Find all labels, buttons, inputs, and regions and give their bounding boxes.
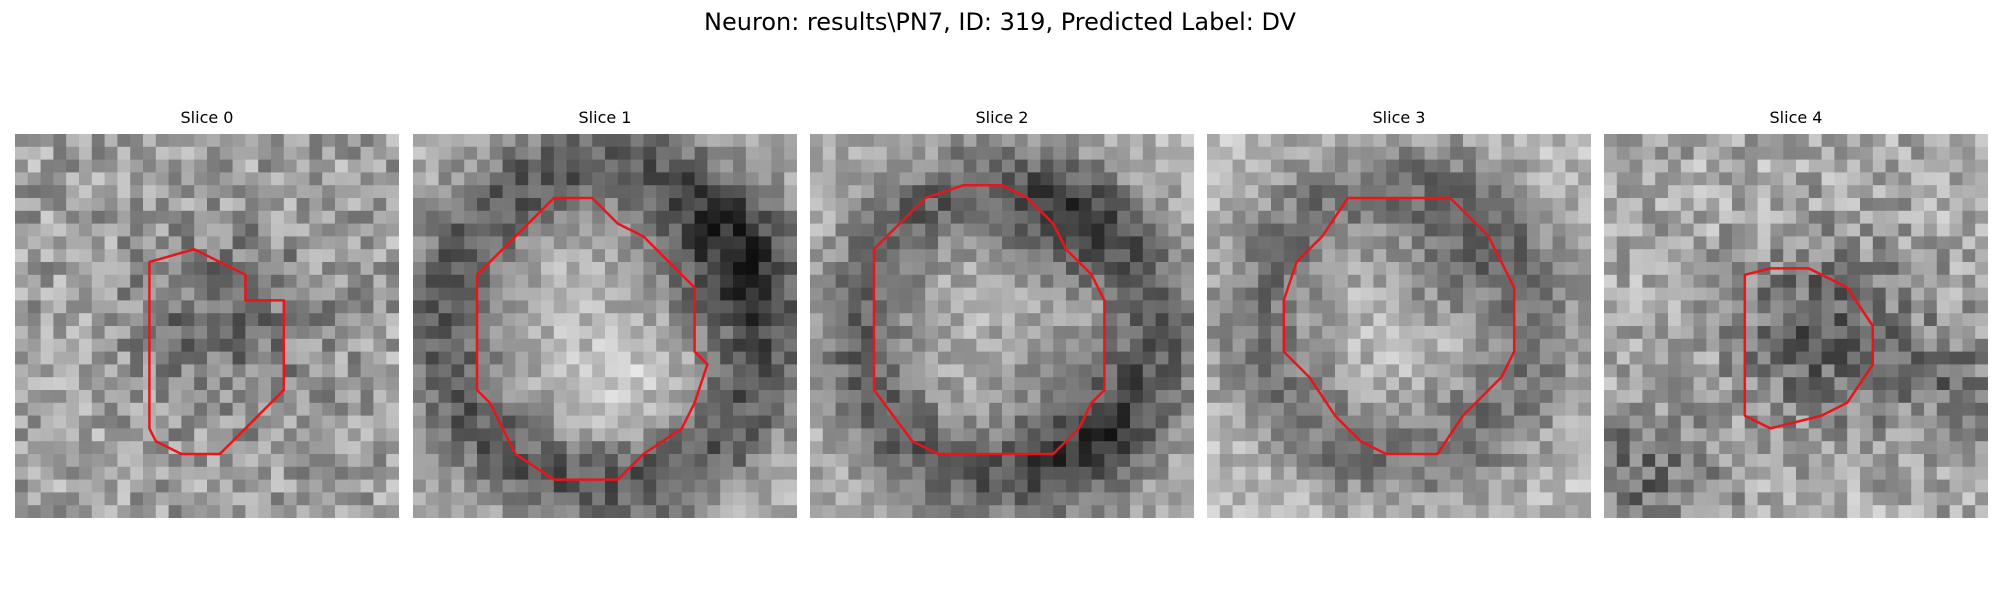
slice-title-1: Slice 1 — [578, 108, 632, 127]
slice-image-4 — [1604, 134, 1988, 518]
figure-title: Neuron: results\PN7, ID: 319, Predicted … — [704, 8, 1296, 36]
slice-panel-3: Slice 3 — [1207, 108, 1591, 518]
slice-title-4: Slice 4 — [1769, 108, 1823, 127]
slice-title-0: Slice 0 — [180, 108, 234, 127]
slice-image-2 — [810, 134, 1194, 518]
slice-svg-0 — [15, 134, 399, 518]
slice-title-3: Slice 3 — [1372, 108, 1426, 127]
slice-svg-4 — [1604, 134, 1988, 518]
segmentation-contour-4 — [1743, 267, 1875, 430]
segmentation-contour-2 — [872, 183, 1106, 456]
slice-panel-4: Slice 4 — [1604, 108, 1988, 518]
slice-panel-0: Slice 0 — [15, 108, 399, 518]
slice-panel-1: Slice 1 — [413, 108, 797, 518]
slice-svg-3 — [1207, 134, 1591, 518]
slice-image-3 — [1207, 134, 1591, 518]
segmentation-contour-3 — [1282, 196, 1516, 456]
segmentation-contour-1 — [475, 196, 709, 481]
slice-title-2: Slice 2 — [975, 108, 1029, 127]
slice-image-0 — [15, 134, 399, 518]
slice-panel-2: Slice 2 — [810, 108, 1194, 518]
slice-image-1 — [413, 134, 797, 518]
slice-svg-1 — [413, 134, 797, 518]
slice-svg-2 — [810, 134, 1194, 518]
segmentation-contour-0 — [148, 247, 286, 456]
